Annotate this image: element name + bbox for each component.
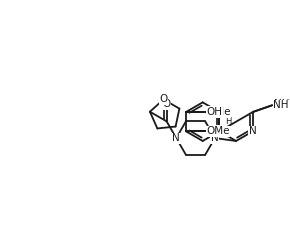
Text: OMe: OMe <box>207 107 231 117</box>
Text: N: N <box>216 126 224 136</box>
Text: O: O <box>162 99 171 109</box>
Text: OMe: OMe <box>206 126 230 136</box>
Text: OH: OH <box>206 107 222 117</box>
Text: O: O <box>160 94 168 104</box>
Text: H: H <box>225 117 231 126</box>
Text: OH: OH <box>207 126 223 136</box>
Text: N: N <box>172 133 180 143</box>
Text: N: N <box>211 133 219 143</box>
Text: NH: NH <box>273 100 289 110</box>
Text: N: N <box>249 126 257 136</box>
Text: NH: NH <box>274 99 289 109</box>
